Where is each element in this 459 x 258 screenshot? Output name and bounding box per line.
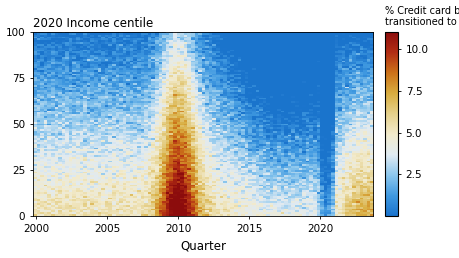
Text: % Credit card balance
transitioned to delinquency: % Credit card balance transitioned to de… xyxy=(384,6,459,27)
X-axis label: Quarter: Quarter xyxy=(180,239,226,252)
Text: 2020 Income centile: 2020 Income centile xyxy=(33,17,153,30)
